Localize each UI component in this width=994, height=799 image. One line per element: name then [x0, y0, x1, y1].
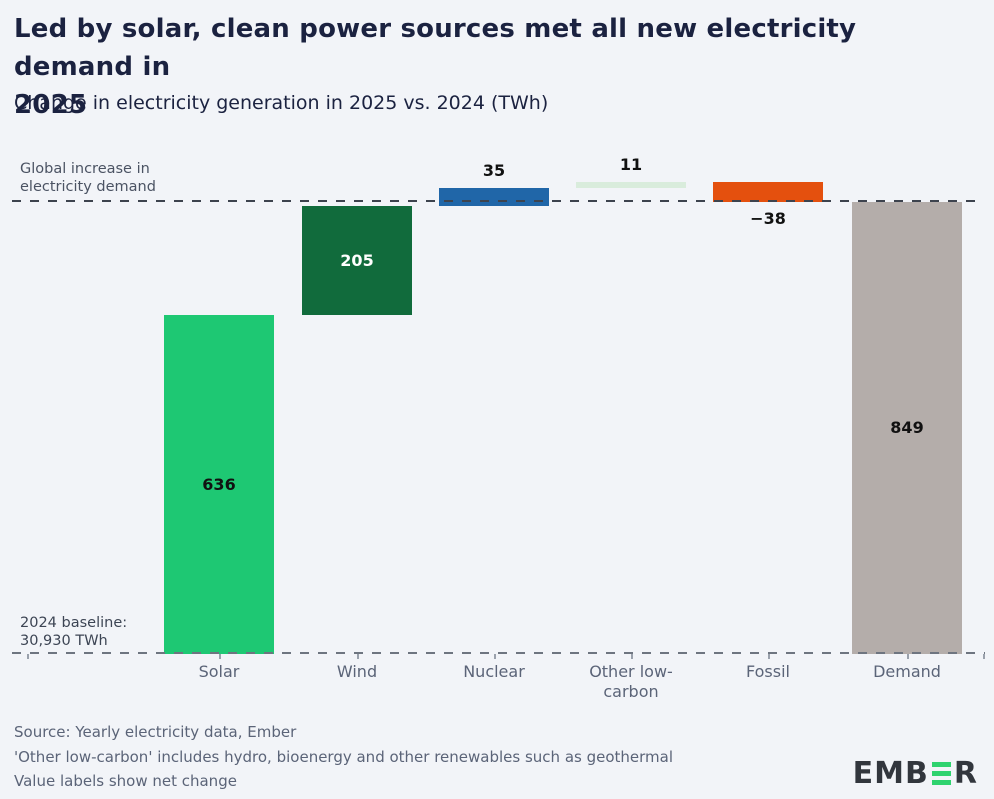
axis-tick [357, 654, 359, 659]
title-line-2: 2025 [14, 90, 88, 120]
annotation-global-demand: Global increase in electricity demand [20, 161, 156, 195]
bar-value-label-other-low-carbon: 11 [619, 154, 643, 174]
logo-text-r: R [953, 755, 978, 791]
logo-e-bars-icon [931, 761, 951, 785]
x-axis-label-fossil: Fossil [746, 662, 790, 681]
axis-tick [907, 654, 909, 659]
bar-wind [302, 206, 412, 316]
baseline-dashed-line [12, 652, 985, 654]
demand-level-dashed-line [12, 200, 975, 202]
bar-solar [164, 315, 274, 654]
bar-value-label-wind: 205 [340, 250, 374, 270]
title-line-1: Led by solar, clean power sources met al… [14, 14, 857, 82]
bar-nuclear [439, 187, 549, 207]
axis-tick [219, 654, 221, 659]
x-axis-label-wind: Wind [336, 662, 378, 681]
footer-notes: Source: Yearly electricity data, Ember '… [14, 720, 673, 794]
page-subtitle: Change in electricity generation in 2025… [14, 92, 549, 114]
x-axis-label-nuclear: Nuclear [463, 662, 525, 681]
other-low-carbon-note: 'Other low-carbon' includes hydro, bioen… [14, 747, 674, 766]
axis-tick [768, 654, 770, 659]
axis-tick [631, 654, 633, 659]
x-axis-label-other-low-carbon: Other low-carbon [589, 662, 673, 701]
axis-tick [494, 654, 496, 659]
bar-value-label-fossil: −38 [750, 209, 786, 228]
x-axis-label-demand: Demand [873, 662, 941, 681]
ember-logo: EMB R [852, 755, 978, 791]
bar-demand [852, 202, 962, 654]
bar-value-label-solar: 636 [202, 474, 236, 494]
source-note: Source: Yearly electricity data, Ember [14, 723, 297, 741]
value-labels-note: Value labels show net change [14, 772, 237, 790]
axis-edge-tick [27, 654, 29, 659]
axis-edge-tick [983, 654, 985, 659]
logo-text-emb: EMB [852, 755, 929, 791]
page-title: Led by solar, clean power sources met al… [14, 10, 982, 124]
bar-value-label-nuclear: 35 [482, 160, 506, 180]
annotation-2024-baseline: 2024 baseline: 30,930 TWh [20, 615, 128, 649]
bar-value-label-demand: 849 [890, 418, 924, 437]
x-axis-label-solar: Solar [198, 662, 240, 681]
bar-other-low-carbon [576, 181, 686, 188]
bar-fossil [713, 181, 823, 202]
